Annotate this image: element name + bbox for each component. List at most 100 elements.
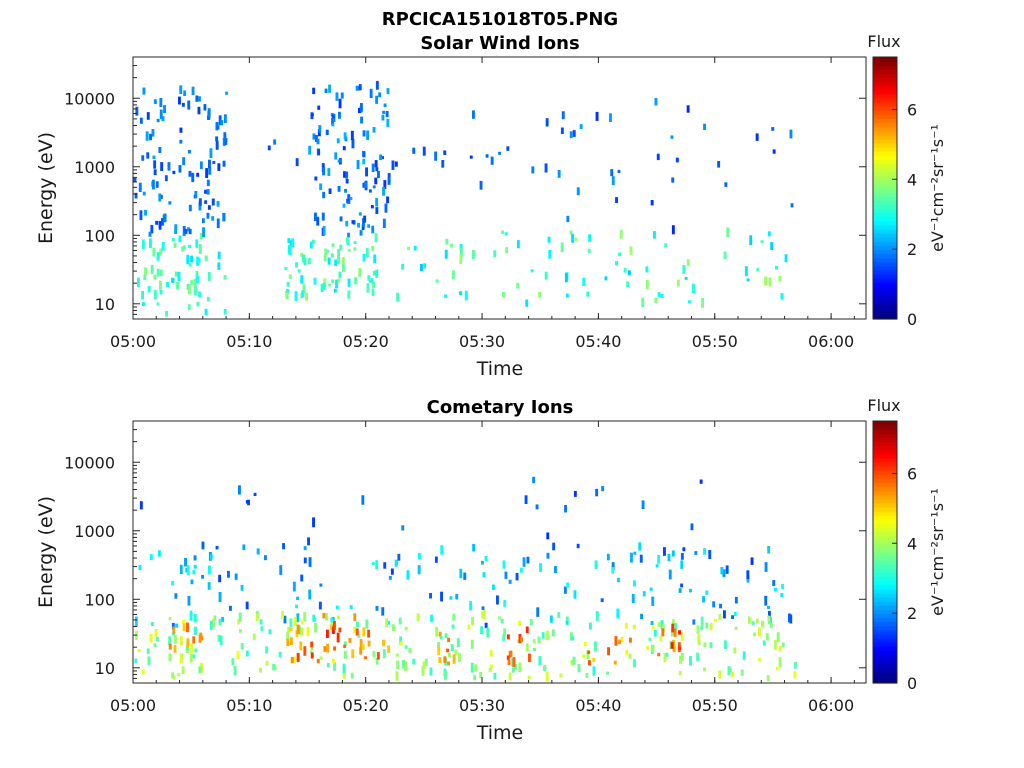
spectrogram-cell	[374, 233, 378, 243]
colorbar-segment	[873, 257, 897, 263]
spectrogram-cell	[572, 656, 576, 665]
spectrogram-cell	[772, 580, 776, 587]
spectrogram-cell	[551, 629, 555, 637]
spectrogram-cell	[372, 270, 376, 276]
spectrogram-cell	[359, 647, 363, 655]
spectrogram-cell	[138, 564, 142, 571]
spectrogram-cell	[191, 172, 195, 183]
spectrogram-cell	[672, 639, 676, 649]
colorbar-segment	[873, 220, 897, 226]
colorbar-segment	[873, 69, 897, 74]
colorbar-segment	[873, 674, 897, 680]
spectrogram-cell	[755, 133, 759, 141]
spectrogram-cell	[218, 115, 222, 125]
spectrogram-cell	[554, 566, 557, 574]
spectrogram-cell	[328, 188, 332, 194]
spectrogram-cell	[537, 636, 541, 643]
spectrogram-cell	[592, 666, 596, 676]
spectrogram-cell	[530, 269, 534, 273]
spectrogram-cell	[359, 230, 363, 236]
spectrogram-cell	[313, 618, 317, 622]
spectrogram-cell	[469, 155, 473, 159]
spectrogram-cell	[440, 591, 443, 602]
colorbar-tick-label: 0	[907, 310, 917, 329]
spectrogram-cell	[358, 267, 362, 277]
spectrogram-cell	[182, 232, 186, 236]
spectrogram-cell	[312, 517, 315, 528]
spectrogram-cell	[718, 614, 722, 620]
spectrogram-cell	[336, 615, 340, 619]
spectrogram-cell	[307, 257, 311, 265]
spectrogram-cell	[135, 616, 138, 627]
colorbar-segment	[873, 118, 897, 124]
spectrogram-cell	[204, 308, 208, 316]
colorbar-segment	[873, 278, 897, 283]
spectrogram-cell	[349, 197, 353, 201]
spectrogram-cell	[471, 616, 474, 626]
spectrogram-cell	[202, 227, 205, 238]
spectrogram-cell	[177, 271, 181, 282]
spectrogram-cell	[768, 277, 772, 287]
spectrogram-cell	[418, 552, 421, 560]
spectrogram-cell	[571, 233, 574, 243]
spectrogram-cell	[351, 649, 355, 659]
spectrogram-cell	[650, 200, 654, 206]
spectrogram-cell	[474, 664, 477, 672]
spectrogram-cell	[493, 672, 497, 680]
spectrogram-cell	[215, 545, 219, 550]
spectrogram-cell	[242, 544, 246, 551]
spectrogram-cell	[265, 660, 269, 666]
spectrogram-cell	[149, 238, 152, 249]
spectrogram-cell	[229, 605, 232, 611]
spectrogram-cell	[444, 671, 447, 680]
spectrogram-cell	[788, 613, 791, 623]
colorbar-segment	[873, 286, 897, 291]
spectrogram-cell	[345, 179, 349, 184]
colorbar-segment	[873, 441, 897, 447]
spectrogram-cell	[347, 194, 351, 204]
spectrogram-cell	[407, 246, 410, 251]
spectrogram-cell	[546, 630, 549, 641]
colorbar-segment	[873, 597, 897, 602]
spectrogram-cell	[245, 500, 249, 504]
spectrogram-cell	[712, 601, 716, 608]
spectrogram-cell	[588, 234, 592, 242]
spectrogram-cell	[767, 615, 771, 622]
spectrogram-cell	[774, 587, 777, 592]
spectrogram-cell	[649, 587, 653, 591]
spectrogram-cell	[676, 279, 680, 287]
spectrogram-cell	[356, 621, 359, 628]
spectrogram-cell	[186, 622, 189, 633]
spectrogram-cell	[219, 635, 223, 646]
spectrogram-cell	[371, 561, 375, 565]
spectrogram-cell	[165, 310, 168, 317]
spectrogram-cell	[376, 652, 380, 660]
spectrogram-cell	[378, 92, 382, 98]
colorbar-segment	[873, 637, 897, 643]
spectrogram-cell	[289, 240, 293, 246]
spectrogram-cell	[381, 156, 384, 160]
spectrogram-cell	[353, 240, 357, 245]
spectrogram-cell	[486, 627, 490, 638]
spectrogram-cell	[168, 636, 172, 646]
spectrogram-cell	[252, 633, 256, 641]
spectrogram-cell	[313, 277, 317, 285]
spectrogram-cell	[349, 605, 353, 610]
spectrogram-cell	[309, 650, 313, 654]
spectrogram-cell	[194, 648, 198, 653]
spectrogram-cell	[312, 133, 316, 140]
spectrogram-cell	[632, 624, 636, 630]
spectrogram-cell	[201, 574, 204, 579]
spectrogram-cell	[268, 629, 272, 635]
spectrogram-cell	[208, 167, 212, 175]
spectrogram-cell	[290, 657, 294, 664]
spectrogram-cell	[168, 617, 172, 621]
colorbar-segment	[873, 290, 897, 296]
colorbar-segment	[873, 666, 897, 672]
spectrogram-cell	[362, 253, 366, 262]
spectrogram-cell	[143, 274, 147, 280]
spectrogram-cell	[541, 632, 545, 639]
spectrogram-cell	[606, 553, 610, 561]
spectrogram-cell	[183, 90, 187, 96]
spectrogram-cell	[482, 572, 486, 578]
